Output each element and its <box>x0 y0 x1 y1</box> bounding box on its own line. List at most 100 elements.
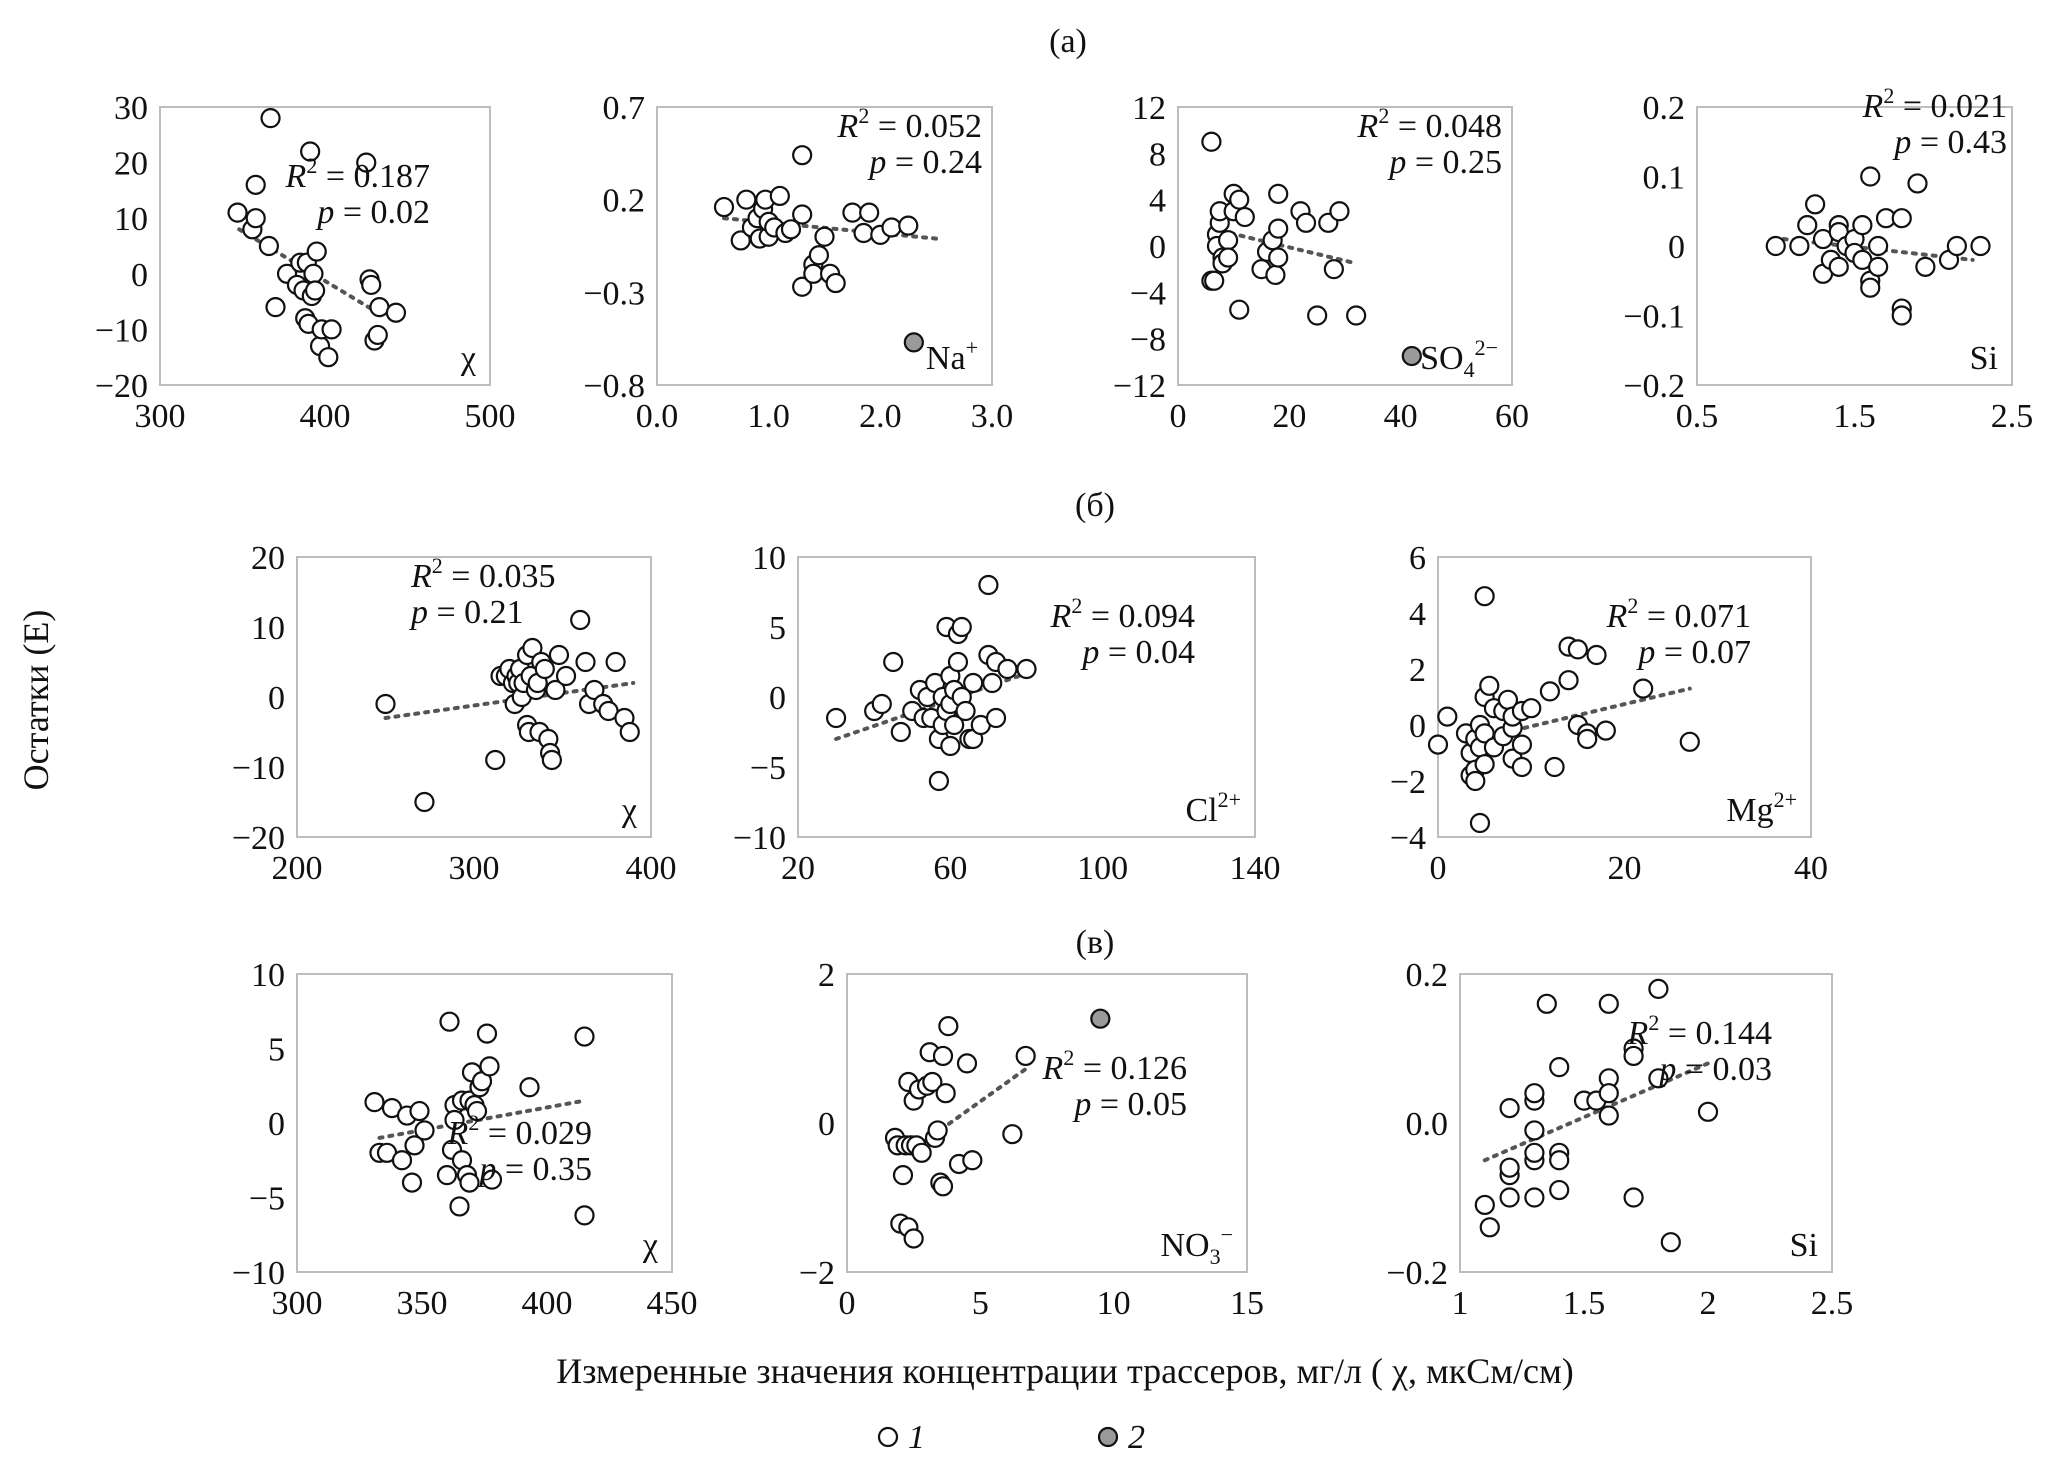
data-point <box>1524 1142 1545 1163</box>
data-point <box>1544 756 1565 778</box>
y-tick-label: −20 <box>95 368 148 405</box>
data-point <box>1805 194 1826 215</box>
data-point <box>1648 1068 1669 1089</box>
y-tick-label: −10 <box>232 750 285 787</box>
y-tick-label: −4 <box>1390 820 1426 857</box>
data-point <box>414 1120 435 1141</box>
data-point <box>792 204 813 225</box>
x-tick-label: 1.5 <box>1833 398 1876 435</box>
plot-frame <box>296 556 652 838</box>
data-point <box>892 1165 914 1186</box>
data-point <box>1474 586 1495 607</box>
plot-frame <box>1459 973 1833 1273</box>
data-point <box>1860 166 1881 187</box>
x-tick-label: 0.0 <box>636 398 679 435</box>
data-point <box>574 1205 595 1226</box>
data-point <box>903 1228 924 1249</box>
r-squared-label: R2 = 0.126 <box>1042 1045 1187 1087</box>
data-point <box>245 174 266 195</box>
y-tick-label: −20 <box>232 820 285 857</box>
data-point <box>485 749 506 771</box>
y-tick-label: −10 <box>232 1255 285 1292</box>
legend: 1 2 <box>877 1419 1145 1456</box>
x-tick-label: 300 <box>449 850 500 887</box>
tracer-label: Si <box>1970 340 1998 377</box>
data-point <box>466 1100 488 1122</box>
data-point <box>1915 256 1936 277</box>
x-tick-label: 20 <box>1608 850 1642 887</box>
section-label-c: (в) <box>1076 924 1115 961</box>
x-tick-label: 60 <box>1495 398 1529 435</box>
data-point <box>1891 305 1912 326</box>
data-point <box>356 152 377 173</box>
data-point <box>391 1150 413 1171</box>
data-point <box>1204 270 1225 291</box>
data-point <box>951 616 972 638</box>
data-point <box>955 700 976 722</box>
data-point <box>1970 235 1991 257</box>
y-tick-label: 4 <box>1409 596 1426 633</box>
y-tick-label: 20 <box>114 146 148 183</box>
y-tick-label: 0 <box>769 680 786 717</box>
tracer-label: Cl2+ <box>1185 787 1241 829</box>
y-tick-label: 6 <box>1409 540 1426 577</box>
legend-marker-filled <box>1097 1426 1119 1448</box>
y-tick-label: 0 <box>1149 229 1166 266</box>
x-tick-label: 300 <box>135 398 186 435</box>
y-tick-label: 10 <box>752 540 786 577</box>
outlier-point <box>903 332 924 353</box>
data-point <box>985 707 1007 729</box>
section-label-a: (а) <box>1049 23 1087 60</box>
p-value-label: p = 0.25 <box>1387 144 1502 181</box>
y-tick-label: −5 <box>249 1181 285 1218</box>
y-tick-label: 0.2 <box>603 183 646 220</box>
x-tick-label: 2.0 <box>859 398 902 435</box>
data-point <box>1623 1045 1644 1067</box>
data-point <box>575 651 596 673</box>
data-point <box>898 215 919 236</box>
data-point <box>265 297 286 318</box>
p-value-label: p = 0.24 <box>867 144 982 181</box>
y-tick-label: 0.7 <box>603 90 646 127</box>
data-point <box>385 302 407 323</box>
x-tick-label: 400 <box>522 1285 573 1322</box>
data-point <box>227 202 248 223</box>
y-tick-label: 2 <box>1409 652 1426 689</box>
y-tick-label: 0.0 <box>1406 1106 1449 1143</box>
data-point <box>1648 978 1669 1000</box>
x-tick-label: 20 <box>781 850 815 887</box>
data-point <box>1789 235 1810 257</box>
x-tick-label: 0 <box>1430 850 1447 887</box>
r-squared-label: R2 = 0.029 <box>447 1110 592 1152</box>
data-point <box>436 1165 458 1186</box>
data-point <box>1229 299 1250 320</box>
data-point <box>364 1092 385 1113</box>
data-point <box>1015 1045 1036 1067</box>
data-point <box>1524 1083 1545 1104</box>
data-point <box>1307 305 1328 326</box>
data-point <box>1828 256 1849 277</box>
data-point <box>1586 644 1607 666</box>
data-point <box>1558 670 1579 691</box>
y-tick-label: −12 <box>1113 368 1166 405</box>
data-point <box>1479 675 1500 696</box>
x-tick-label: 2 <box>1700 1285 1717 1322</box>
data-point <box>541 749 562 771</box>
y-tick-label: 4 <box>1149 183 1166 220</box>
data-point <box>730 230 751 251</box>
data-point <box>1511 734 1533 755</box>
data-point <box>982 672 1003 694</box>
y-tick-label: 0.1 <box>1643 160 1686 197</box>
r-squared-label: R2 = 0.035 <box>410 553 555 595</box>
p-value-label: p = 0.43 <box>1892 124 2007 161</box>
data-point <box>1474 1194 1495 1216</box>
r-squared-label: R2 = 0.187 <box>285 153 430 195</box>
data-point <box>258 235 279 257</box>
data-point <box>318 347 339 368</box>
